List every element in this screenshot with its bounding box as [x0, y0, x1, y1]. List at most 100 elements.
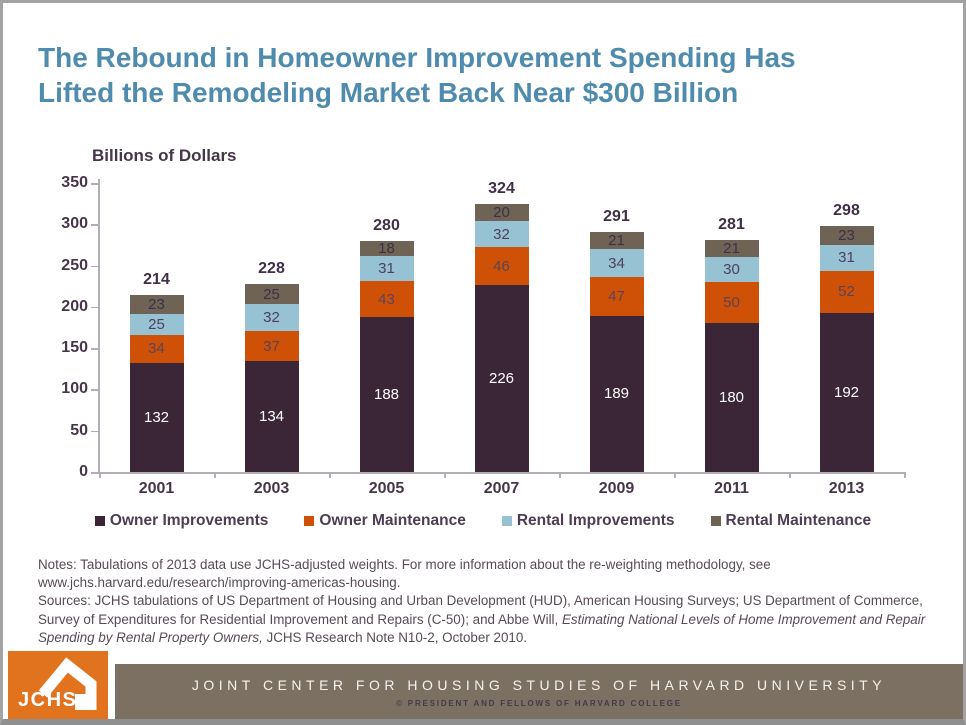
segment-value-label: 43 [378, 290, 395, 308]
y-tick [91, 265, 98, 268]
segment-value-label: 25 [263, 285, 280, 303]
legend-item-owner-maintenance: Owner Maintenance [304, 512, 466, 530]
notes-text: Notes: Tabulations of 2013 data use JCHS… [38, 557, 771, 591]
bar-segment-owner-maintenance: 52 [819, 270, 874, 314]
x-category-label: 2003 [253, 480, 290, 497]
bar-segment-rental-improvements: 34 [589, 249, 644, 278]
sources-part1: Sources: JCHS tabulations of US Departme… [38, 593, 923, 627]
bar-total-label: 324 [488, 180, 515, 198]
bar-segment-rental-improvements: 25 [129, 314, 184, 335]
legend-item-rental-maintenance: Rental Maintenance [710, 512, 872, 530]
segment-value-label: 32 [493, 225, 510, 243]
footer-org-name: JOINT CENTER FOR HOUSING STUDIES OF HARV… [191, 677, 887, 693]
y-tick-label: 350 [61, 174, 88, 191]
segment-value-label: 34 [148, 340, 165, 358]
x-tick [99, 472, 101, 478]
segment-value-label: 50 [723, 294, 740, 312]
y-tick [91, 348, 98, 350]
segment-value-label: 30 [723, 261, 740, 279]
segment-value-label: 31 [838, 249, 855, 267]
y-tick-label: 50 [70, 421, 88, 439]
y-tick-label: 150 [61, 339, 88, 357]
segment-value-label: 23 [148, 296, 165, 314]
chart-axis-title: Billions of Dollars [92, 146, 237, 165]
legend-swatch-icon [304, 516, 315, 526]
x-category-label: 2013 [828, 480, 865, 497]
x-tick [559, 472, 561, 478]
legend-label: Rental Maintenance [725, 512, 872, 529]
bar-total-label: 228 [258, 259, 285, 277]
bar-segment-rental-improvements: 31 [359, 255, 414, 282]
segment-value-label: 134 [258, 408, 285, 426]
bar-segment-rental-maintenance: 18 [359, 241, 414, 256]
x-tick [789, 472, 791, 478]
sources-italic: Estimating National Levels of Home Impro… [38, 611, 926, 645]
y-tick [91, 472, 98, 474]
stacked-bar-chart: 0 50 100 150 200 250 300 350 132 34 25 23 214 2001 134… [3, 3, 963, 719]
bar-segment-owner-improvements: 189 [589, 315, 644, 472]
bar-segment-rental-improvements: 30 [704, 257, 759, 283]
bar-segment-owner-improvements: 132 [129, 363, 184, 472]
segment-value-label: 192 [833, 384, 860, 402]
legend-label: Rental Improvements [516, 512, 675, 529]
legend-item-rental-improvements: Rental Improvements [501, 512, 675, 530]
chart-legend: Owner Improvements Owner Maintenance Renta… [3, 512, 963, 530]
segment-value-label: 47 [608, 288, 625, 306]
bar-segment-rental-improvements: 31 [819, 244, 874, 271]
segment-value-label: 188 [373, 385, 400, 403]
sources-part2: JCHS Research Note N10-2, October 2010. [262, 629, 528, 645]
x-axis-line [98, 472, 905, 474]
legend-swatch-icon [710, 516, 721, 526]
segment-value-label: 21 [608, 231, 625, 249]
y-tick [91, 224, 98, 226]
bar-segment-owner-maintenance: 37 [244, 330, 299, 362]
y-tick [91, 183, 98, 185]
segment-value-label: 189 [603, 385, 630, 403]
x-category-label: 2001 [138, 480, 175, 497]
segment-value-label: 226 [488, 370, 515, 388]
y-tick-label: 100 [61, 380, 88, 398]
x-tick [674, 472, 676, 478]
segment-value-label: 180 [718, 389, 745, 407]
notes-block: Notes: Tabulations of 2013 data use JCHS… [38, 556, 934, 647]
segment-value-label: 32 [263, 309, 280, 327]
bar-segment-rental-maintenance: 25 [244, 283, 299, 305]
x-category-label: 2009 [598, 480, 635, 497]
bar-segment-owner-improvements: 134 [244, 361, 299, 472]
segment-value-label: 31 [378, 259, 395, 277]
bar-segment-rental-maintenance: 21 [704, 239, 759, 258]
x-tick [214, 472, 216, 478]
y-tick-label: 0 [79, 463, 88, 480]
legend-swatch-icon [501, 516, 512, 526]
bar-segment-rental-maintenance: 21 [589, 231, 644, 250]
segment-value-label: 20 [493, 204, 510, 222]
sources-text: Sources: JCHS tabulations of US Departme… [38, 592, 934, 647]
segment-value-label: 25 [148, 316, 165, 334]
bar-segment-owner-improvements: 192 [819, 313, 874, 472]
bar-segment-owner-maintenance: 46 [474, 247, 529, 286]
x-tick [444, 472, 446, 478]
house-icon [38, 657, 97, 710]
segment-value-label: 34 [608, 254, 625, 272]
bar-total-label: 280 [373, 216, 400, 234]
segment-value-label: 23 [838, 226, 855, 244]
legend-label: Owner Maintenance [319, 512, 466, 529]
x-category-label: 2011 [714, 480, 749, 497]
y-tick-label: 250 [61, 256, 88, 274]
bar-total-label: 291 [603, 207, 630, 225]
bar-segment-rental-improvements: 32 [474, 220, 529, 248]
footer-copyright: © PRESIDENT AND FELLOWS OF HARVARD COLLE… [396, 699, 682, 708]
x-tick [329, 472, 331, 478]
bar-segment-rental-improvements: 32 [244, 304, 299, 331]
bar-segment-rental-maintenance: 23 [129, 295, 184, 315]
jchs-logo-text: JCHS [18, 689, 78, 711]
bar-segment-rental-maintenance: 20 [474, 204, 529, 222]
y-axis-line [98, 179, 100, 473]
footer-bar: JOINT CENTER FOR HOUSING STUDIES OF HARV… [115, 664, 963, 719]
bar-segment-owner-improvements: 180 [704, 323, 759, 472]
bar-segment-rental-maintenance: 23 [819, 225, 874, 245]
y-tick [91, 389, 98, 391]
jchs-logo: JCHS [8, 651, 108, 719]
segment-value-label: 37 [263, 337, 280, 355]
